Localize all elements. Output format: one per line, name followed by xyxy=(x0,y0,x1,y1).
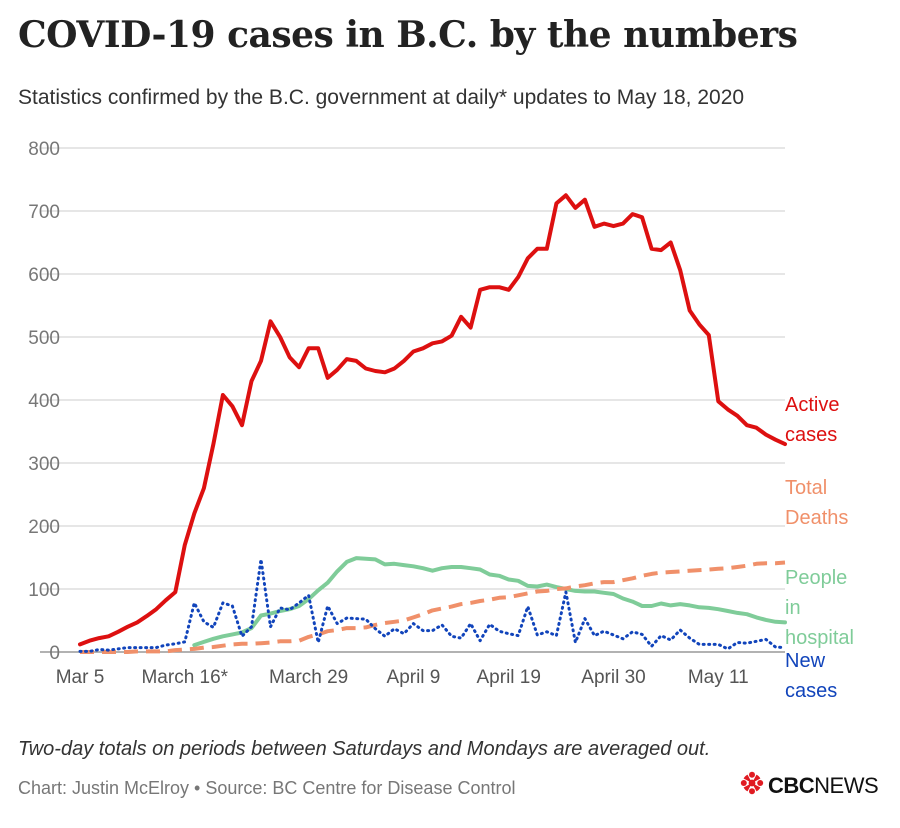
series-label-line: cases xyxy=(785,424,837,446)
y-tick-label: 600 xyxy=(28,265,60,286)
series-line-active xyxy=(78,193,787,647)
source-credit: Chart: Justin McElroy • Source: BC Centr… xyxy=(18,778,516,798)
x-tick-label: May 11 xyxy=(688,667,749,688)
logo-word-news: NEWS xyxy=(814,772,879,798)
y-tick-label: 800 xyxy=(28,139,60,160)
chart-subtitle: Statistics confirmed by the B.C. governm… xyxy=(18,86,745,109)
chart-title: COVID-19 cases in B.C. by the numbers xyxy=(18,14,798,56)
x-tick-label: March 29 xyxy=(269,667,348,688)
series-label-line: People xyxy=(785,567,847,589)
series-lines xyxy=(78,193,787,654)
y-tick-label: 200 xyxy=(28,517,60,538)
x-tick-label: March 16* xyxy=(141,667,228,688)
series-label-hospital: People in hospital xyxy=(785,567,854,649)
x-tick-label: April 9 xyxy=(387,667,441,688)
cbc-news-logo: CBCNEWS xyxy=(740,771,879,800)
x-tick-labels: Mar 5 March 16* March 29 April 9 April 19 Apr… xyxy=(56,667,749,688)
series-label-new: New cases xyxy=(785,650,837,702)
series-label-active: Active cases xyxy=(785,394,839,446)
y-tick-label: 700 xyxy=(28,202,60,223)
y-tick-labels: 0 100 200 300 400 500 600 700 800 xyxy=(28,139,60,664)
y-tick-label: 300 xyxy=(28,454,60,475)
y-grid xyxy=(40,147,785,653)
y-tick-label: 400 xyxy=(28,391,60,412)
series-label-deaths: Total Deaths xyxy=(785,477,848,529)
series-label-line: Active xyxy=(785,394,839,416)
line-chart: 0 100 200 300 400 500 600 700 800 Mar 5 March 16*… xyxy=(28,139,854,702)
series-label-line: cases xyxy=(785,680,837,702)
y-tick-label: 500 xyxy=(28,328,60,349)
y-tick-label: 0 xyxy=(49,643,60,664)
logo-wordmark: CBCNEWS xyxy=(768,772,879,799)
cbc-gem-icon xyxy=(740,771,764,800)
y-tick-label: 100 xyxy=(28,580,60,601)
series-label-line: New xyxy=(785,650,826,672)
series-label-line: hospital xyxy=(785,627,854,649)
series-label-line: Total xyxy=(785,477,827,499)
x-tick-label: Mar 5 xyxy=(56,667,105,688)
logo-word-cbc: CBC xyxy=(768,772,815,798)
x-tick-label: April 19 xyxy=(477,667,541,688)
series-labels: Active cases Total Deaths People in hospitalNe… xyxy=(785,394,854,702)
series-line-new xyxy=(78,557,787,653)
series-label-line: Deaths xyxy=(785,507,848,529)
footnote: Two-day totals on periods between Saturd… xyxy=(18,738,711,760)
x-tick-label: April 30 xyxy=(581,667,645,688)
series-line-deaths xyxy=(80,560,786,654)
series-label-line: in xyxy=(785,597,801,619)
